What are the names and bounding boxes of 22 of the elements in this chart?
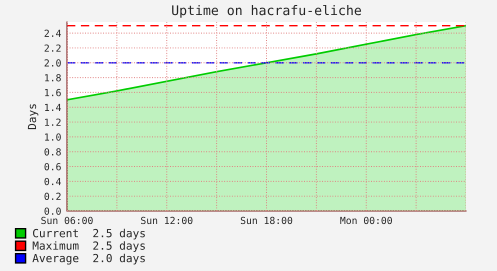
y-tick-label: 2.2 (44, 44, 61, 52)
x-tick-label: Sun 18:00 (240, 216, 292, 224)
legend-label: Average 2.0 days (32, 254, 145, 265)
y-tick-label: 2.4 (44, 30, 61, 37)
y-tick-label: 1.8 (45, 74, 61, 82)
y-tick-label: 1.0 (45, 133, 61, 141)
y-tick-label: 0.0 (44, 208, 61, 215)
legend-label: Maximum 2.5 days (32, 241, 145, 252)
y-tick-label: 0.4 (44, 178, 61, 186)
y-tick-label: 2.0 (44, 59, 61, 67)
y-tick-label: 1.4 (45, 104, 61, 111)
x-tick-label: Mon 00:00 (340, 216, 392, 224)
y-tick-label: 1.2 (45, 118, 61, 126)
x-tick-label: Sun 06:00 (41, 216, 93, 224)
chart-title: Uptime on hacrafu-eliche (172, 4, 362, 18)
y-tick-label: 0.2 (44, 192, 61, 200)
y-tick-label: 0.8 (44, 148, 61, 156)
legend-label: Current 2.5 days (33, 228, 145, 240)
y-axis-title: Days (28, 104, 38, 130)
x-tick-label: Sun 12:00 (141, 216, 192, 224)
y-tick-label: 0.6 (44, 163, 61, 170)
y-tick-label: 1.6 (45, 88, 61, 96)
